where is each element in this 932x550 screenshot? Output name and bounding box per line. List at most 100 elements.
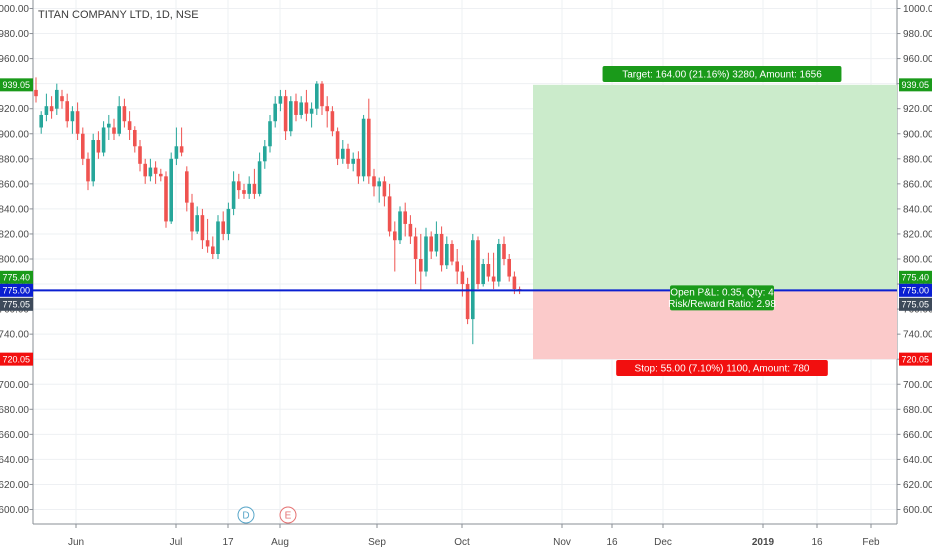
candle bbox=[174, 127, 179, 166]
y-tick-label: 800.00 bbox=[0, 255, 29, 266]
candle bbox=[221, 211, 225, 241]
candle bbox=[112, 118, 116, 141]
price-tag-left bbox=[0, 270, 33, 284]
candle bbox=[268, 114, 272, 153]
y-tick-label: 980.00 bbox=[903, 29, 932, 40]
price-tag-right bbox=[899, 283, 932, 297]
candle bbox=[346, 143, 350, 169]
price-tag-right-label: 939.05 bbox=[902, 80, 930, 90]
event-marker-label: D bbox=[242, 511, 249, 522]
candle bbox=[315, 81, 319, 115]
candle-body bbox=[465, 284, 470, 320]
candle bbox=[148, 158, 153, 182]
y-tick-label: 800.00 bbox=[903, 255, 932, 266]
candle-body bbox=[387, 196, 392, 232]
position-zones bbox=[533, 84, 897, 360]
candle bbox=[70, 106, 75, 134]
candle bbox=[450, 240, 454, 266]
x-tick-label: Jun bbox=[68, 537, 84, 548]
candle-body bbox=[39, 114, 43, 128]
candle-body bbox=[34, 89, 38, 97]
candle bbox=[273, 96, 277, 128]
candle bbox=[502, 236, 506, 266]
y-axis-right: 600.00 620.00 640.00 660.00 680.00 700.00 720.… bbox=[897, 4, 932, 516]
candle bbox=[434, 221, 439, 257]
candles bbox=[34, 77, 522, 345]
candle bbox=[283, 89, 288, 141]
candle bbox=[486, 252, 491, 282]
candle bbox=[117, 96, 121, 137]
candle-body bbox=[304, 102, 309, 114]
price-tag-left-label: 775.00 bbox=[3, 286, 31, 296]
candle-body bbox=[185, 171, 189, 203]
candle-body bbox=[450, 243, 454, 262]
candle bbox=[216, 215, 220, 259]
candle-body bbox=[377, 181, 381, 187]
candle-body bbox=[408, 223, 413, 237]
candle-body bbox=[231, 181, 236, 209]
candle-body bbox=[148, 167, 153, 177]
candle-body bbox=[200, 215, 205, 241]
candle bbox=[335, 127, 340, 166]
candle-body bbox=[101, 127, 106, 153]
candle bbox=[387, 183, 392, 237]
candle-body bbox=[502, 243, 506, 259]
candle-body bbox=[268, 121, 272, 147]
candle bbox=[361, 114, 366, 182]
candle bbox=[439, 226, 444, 272]
candle-body bbox=[169, 158, 173, 222]
candle bbox=[169, 152, 173, 224]
candle-body bbox=[330, 111, 335, 132]
target-label-box bbox=[602, 66, 842, 82]
x-tick-label: Feb bbox=[862, 537, 880, 548]
y-tick-label: 700.00 bbox=[903, 380, 932, 391]
candle-body bbox=[455, 261, 459, 272]
candle bbox=[471, 233, 475, 345]
candle-body bbox=[273, 103, 277, 122]
candle bbox=[408, 215, 413, 244]
candle-body bbox=[356, 158, 361, 177]
y-tick-label: 960.00 bbox=[0, 54, 29, 65]
candle-body bbox=[289, 101, 293, 132]
candle-body bbox=[226, 208, 231, 234]
candle-body bbox=[346, 148, 350, 164]
y-tick-label: 640.00 bbox=[0, 455, 29, 466]
price-tag-right-label: 775.05 bbox=[902, 300, 930, 310]
candle-body bbox=[107, 123, 111, 128]
price-tag-left bbox=[0, 78, 33, 92]
candle bbox=[252, 168, 257, 199]
candle bbox=[86, 152, 90, 191]
candle-body bbox=[49, 106, 54, 112]
candle bbox=[159, 168, 163, 182]
event-marker[interactable]: D bbox=[237, 506, 255, 524]
candle-body bbox=[429, 236, 433, 252]
y-tick-label: 880.00 bbox=[0, 154, 29, 165]
event-marker[interactable]: E bbox=[279, 506, 297, 524]
ratio-label: Risk/Reward Ratio: 2.98 bbox=[668, 299, 776, 310]
candle bbox=[133, 126, 137, 153]
event-marker-circle bbox=[237, 506, 255, 524]
candle-body bbox=[159, 173, 163, 177]
event-marker-circle bbox=[279, 506, 297, 524]
candle bbox=[39, 111, 43, 134]
y-tick-label: 700.00 bbox=[0, 380, 29, 391]
y-tick-label: 960.00 bbox=[903, 54, 932, 65]
candle bbox=[138, 140, 142, 172]
candle-body bbox=[361, 118, 366, 177]
candle-body bbox=[55, 89, 59, 109]
candle bbox=[247, 176, 251, 199]
candle bbox=[455, 248, 459, 285]
target-label: Target: 164.00 (21.16%) 3280, Amount: 16… bbox=[622, 70, 822, 81]
candle bbox=[398, 206, 402, 244]
y-tick-label: 860.00 bbox=[903, 179, 932, 190]
y-tick-label: 860.00 bbox=[0, 179, 29, 190]
pnl-box bbox=[670, 285, 774, 311]
candle-body bbox=[320, 83, 324, 107]
x-tick-label: Oct bbox=[454, 537, 470, 548]
candle-body bbox=[179, 146, 184, 153]
stop-label: Stop: 55.00 (7.10%) 1100, Amount: 780 bbox=[635, 364, 810, 375]
candle bbox=[226, 202, 231, 241]
x-tick-label: Sep bbox=[368, 537, 386, 548]
